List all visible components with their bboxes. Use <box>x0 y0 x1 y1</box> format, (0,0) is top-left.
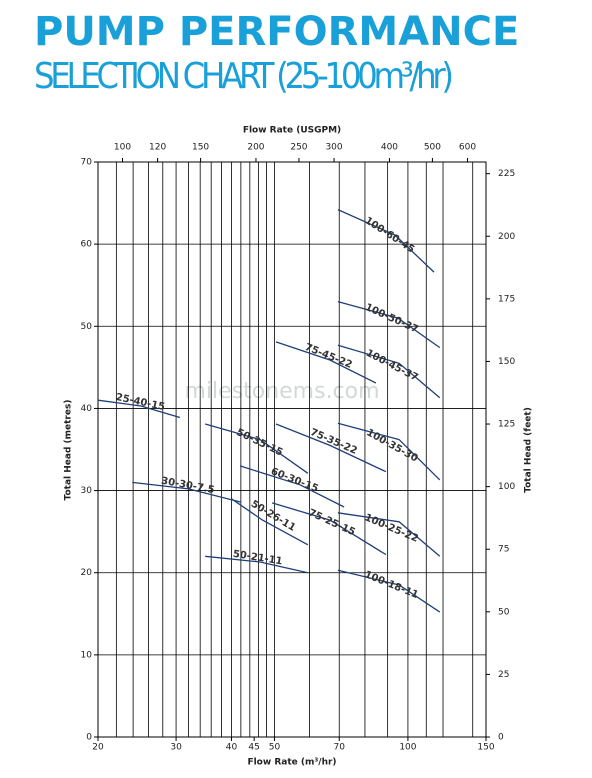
curve-label: 50-21-11 <box>232 549 283 568</box>
y-tick-label: 20 <box>81 568 93 578</box>
y2-axis-title: Total Head (feet) <box>524 407 534 493</box>
x-tick-label: 30 <box>170 743 182 753</box>
curve-label: 75-45-22 <box>303 342 354 371</box>
x-tick-label: 100 <box>399 743 416 753</box>
y-tick-label: 0 <box>86 733 92 743</box>
y2-tick-label: 225 <box>498 169 515 179</box>
x-tick-label: 40 <box>226 743 238 753</box>
x2-tick-label: 400 <box>381 143 398 153</box>
x2-tick-label: 500 <box>424 143 441 153</box>
y-axis-title: Total Head (metres) <box>64 400 74 501</box>
curve-label: 100-35-30 <box>364 427 419 464</box>
y-tick-label: 50 <box>81 322 93 332</box>
curve-label: 100-25-22 <box>363 512 420 545</box>
y2-tick-label: 200 <box>498 232 515 242</box>
x-tick-label: 70 <box>334 743 346 753</box>
pump-curve <box>337 512 441 557</box>
pump-curve <box>337 209 435 273</box>
pump-curve <box>205 555 309 574</box>
y2-tick-label: 0 <box>498 733 504 743</box>
pump-curve <box>271 502 387 556</box>
curve-label: 50-35-15 <box>234 427 284 459</box>
y-tick-label: 70 <box>81 158 93 168</box>
pump-curve <box>132 481 242 503</box>
y-tick-label: 40 <box>81 404 93 414</box>
pump-curve <box>337 344 441 399</box>
y2-tick-label: 50 <box>498 607 510 617</box>
x-axis-title: Flow Rate (m³/hr) <box>247 758 336 768</box>
pump-curve <box>337 569 441 613</box>
curve-label: 75-35-22 <box>308 427 358 457</box>
curve-label: 100-50-37 <box>363 302 420 336</box>
curve-label: 30-30-7.5 <box>160 476 215 496</box>
y2-tick-label: 175 <box>498 294 515 304</box>
pump-curve <box>275 423 387 473</box>
chart-title: PUMP PERFORMANCE <box>34 9 519 55</box>
x-tick-label: 50 <box>269 743 281 753</box>
curve-label: 100-18-11 <box>363 569 420 601</box>
y2-tick-label: 150 <box>498 357 515 367</box>
x2-tick-label: 600 <box>459 143 476 153</box>
x2-tick-label: 100 <box>114 143 131 153</box>
chart-subtitle: SELECTION CHART (25-100m³/hr) <box>34 56 454 97</box>
curve-label: 75-25-15 <box>307 507 357 538</box>
plot-frame <box>97 161 487 738</box>
pump-curve <box>231 498 309 546</box>
y-tick-label: 30 <box>81 486 93 496</box>
x-tick-label: 45 <box>248 743 259 753</box>
x2-tick-label: 250 <box>290 143 307 153</box>
y2-tick-label: 125 <box>498 420 515 430</box>
x2-axis-title: Flow Rate (USGPM) <box>243 126 341 136</box>
x-tick-label: 150 <box>477 743 494 753</box>
y-tick-label: 60 <box>81 240 93 250</box>
y2-tick-label: 25 <box>498 670 509 680</box>
pump-curve <box>337 300 441 349</box>
x2-tick-label: 200 <box>247 143 264 153</box>
y2-tick-label: 75 <box>498 545 509 555</box>
curve-label: 100-60-45 <box>363 215 417 255</box>
x2-tick-label: 300 <box>325 143 342 153</box>
y2-tick-label: 100 <box>498 482 515 492</box>
x2-tick-label: 120 <box>149 143 166 153</box>
pump-curve <box>205 423 309 474</box>
pump-curve <box>239 465 345 508</box>
x2-tick-label: 150 <box>192 143 209 153</box>
watermark: milestonems.com <box>184 379 379 404</box>
curve-label: 25-40-15 <box>115 392 166 413</box>
pump-curve <box>337 422 441 481</box>
x-tick-label: 20 <box>92 743 104 753</box>
pump-curve <box>275 341 377 384</box>
pump-curve <box>97 399 181 419</box>
y-tick-label: 10 <box>81 650 93 660</box>
